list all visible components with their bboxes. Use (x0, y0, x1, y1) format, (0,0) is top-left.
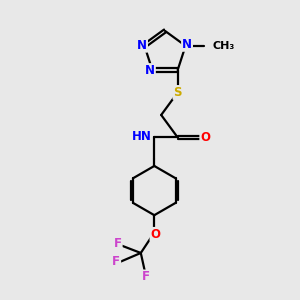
Text: O: O (200, 131, 210, 144)
Text: CH₃: CH₃ (212, 41, 235, 51)
Text: N: N (145, 64, 155, 77)
Text: O: O (151, 228, 160, 241)
Text: F: F (112, 256, 120, 268)
Text: N: N (182, 38, 192, 51)
Text: F: F (114, 238, 122, 250)
Text: HN: HN (131, 130, 151, 143)
Text: N: N (137, 39, 147, 52)
Text: S: S (173, 86, 182, 99)
Text: F: F (142, 271, 150, 284)
